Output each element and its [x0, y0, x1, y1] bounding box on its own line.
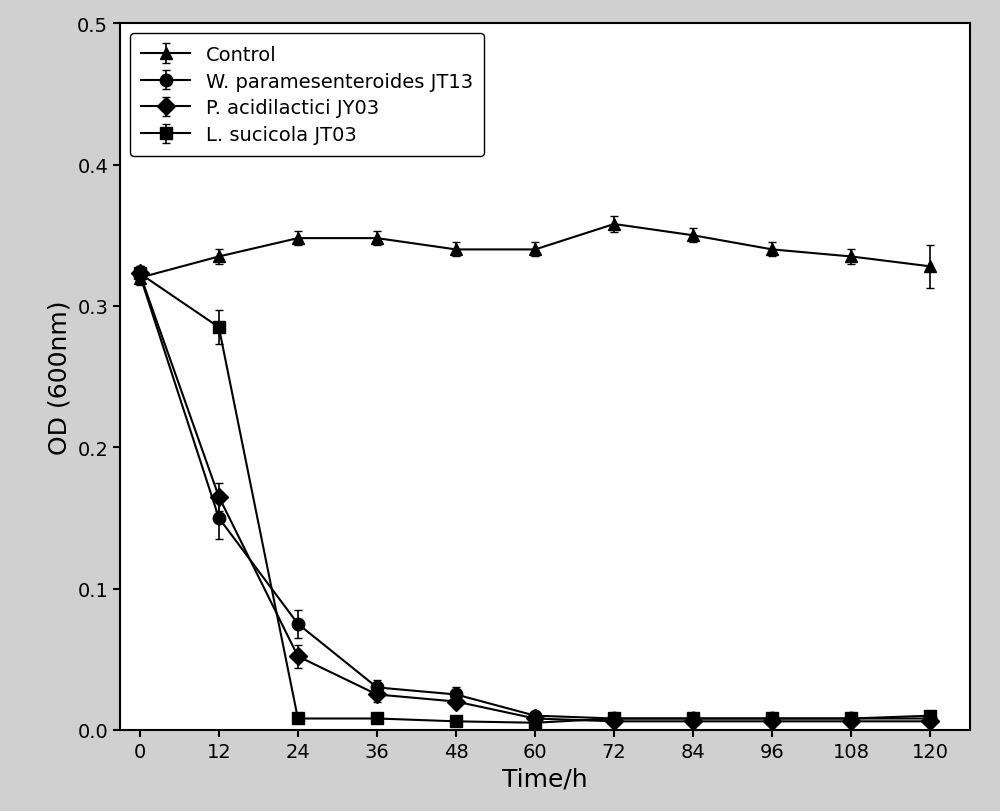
Y-axis label: OD (600nm): OD (600nm): [48, 300, 72, 454]
Legend: Control, W. paramesenteroides JT13, P. acidilactici JY03, L. sucicola JT03: Control, W. paramesenteroides JT13, P. a…: [130, 34, 484, 157]
X-axis label: Time/h: Time/h: [502, 766, 588, 790]
